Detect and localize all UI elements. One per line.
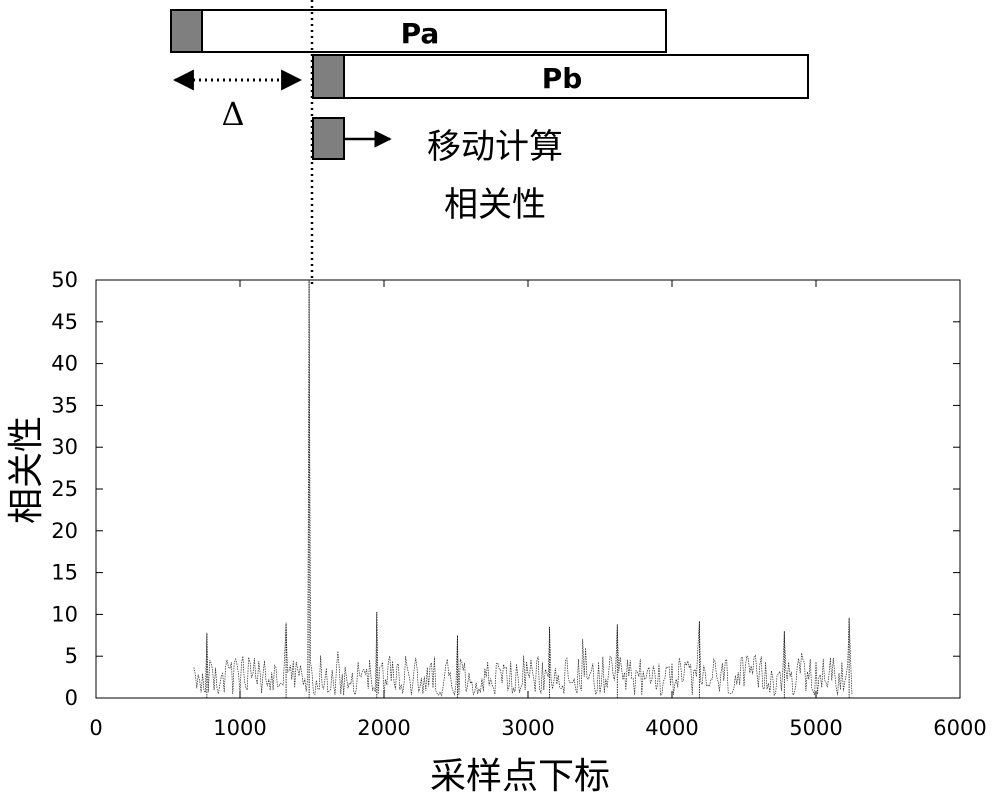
pa-label: Pa: [401, 17, 440, 50]
x-tick-label: 6000: [933, 716, 986, 740]
y-tick-label: 25: [51, 477, 78, 501]
plot: 0 5 10 15 20 25 30 35 40 45 50 0 1000 2000 3000 4000 50…: [6, 268, 987, 797]
x-tick-label: 5000: [789, 716, 842, 740]
moving-window: [312, 117, 345, 160]
y-tick-label: 50: [51, 268, 78, 292]
y-tick-label: 35: [51, 393, 78, 417]
y-axis-title: 相关性: [6, 416, 47, 524]
plot-frame: [95, 279, 961, 699]
y-tick-label: 10: [51, 602, 78, 626]
alignment-diagram: Pa Pb Δ 移动计算 相关性: [170, 0, 809, 288]
pb-bar: [312, 54, 809, 99]
correlation-line: [193, 279, 853, 697]
shift-label: Δ: [221, 95, 244, 133]
pb-label: Pb: [542, 62, 583, 95]
y-tick-label: 20: [51, 519, 78, 543]
x-tick-label: 4000: [645, 716, 698, 740]
x-tick-label: 1000: [213, 716, 266, 740]
pb-window: [312, 54, 345, 99]
y-tick-label: 45: [51, 310, 78, 334]
x-tick-label: 3000: [501, 716, 554, 740]
correlation-series: [193, 279, 853, 698]
y-tick-label: 40: [51, 352, 78, 376]
y-tick-label: 0: [65, 686, 78, 710]
note-line2: 相关性: [444, 185, 546, 225]
x-axis: 0 1000 2000 3000 4000 5000 6000: [89, 280, 987, 740]
x-axis-title: 采样点下标: [430, 756, 610, 797]
note-line1: 移动计算: [427, 127, 563, 167]
y-tick-label: 5: [65, 644, 78, 668]
y-tick-label: 30: [51, 435, 78, 459]
x-tick-label: 0: [89, 716, 102, 740]
y-axis: 0 5 10 15 20 25 30 35 40 45 50: [51, 268, 960, 710]
y-tick-label: 15: [51, 561, 78, 585]
pa-window: [170, 9, 203, 53]
x-tick-label: 2000: [357, 716, 410, 740]
